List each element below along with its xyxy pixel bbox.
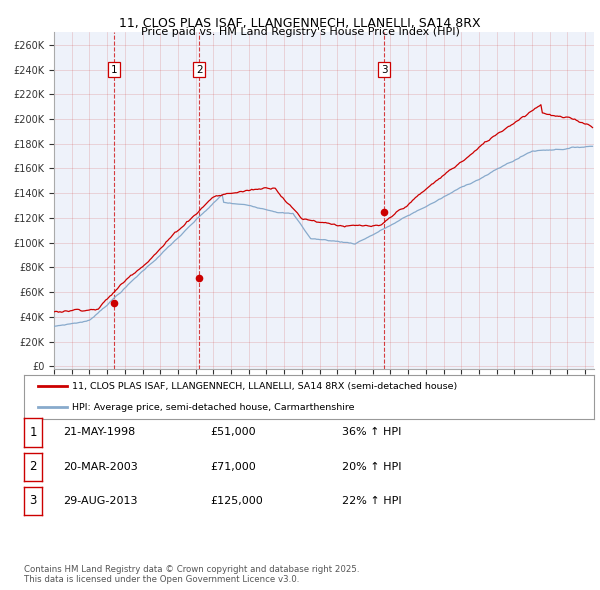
Text: £125,000: £125,000 — [210, 496, 263, 506]
Text: Contains HM Land Registry data © Crown copyright and database right 2025.
This d: Contains HM Land Registry data © Crown c… — [24, 565, 359, 584]
Text: £51,000: £51,000 — [210, 428, 256, 437]
Text: 21-MAY-1998: 21-MAY-1998 — [63, 428, 135, 437]
Text: 2: 2 — [29, 460, 37, 473]
Text: 22% ↑ HPI: 22% ↑ HPI — [342, 496, 401, 506]
Text: 3: 3 — [381, 64, 388, 74]
Text: 1: 1 — [110, 64, 117, 74]
Text: 1: 1 — [29, 426, 37, 439]
Text: 11, CLOS PLAS ISAF, LLANGENNECH, LLANELLI, SA14 8RX: 11, CLOS PLAS ISAF, LLANGENNECH, LLANELL… — [119, 17, 481, 30]
Text: Price paid vs. HM Land Registry's House Price Index (HPI): Price paid vs. HM Land Registry's House … — [140, 27, 460, 37]
Text: 3: 3 — [29, 494, 37, 507]
Text: HPI: Average price, semi-detached house, Carmarthenshire: HPI: Average price, semi-detached house,… — [73, 403, 355, 412]
Text: 20-MAR-2003: 20-MAR-2003 — [63, 462, 138, 471]
Text: 2: 2 — [196, 64, 203, 74]
Text: 20% ↑ HPI: 20% ↑ HPI — [342, 462, 401, 471]
Text: £71,000: £71,000 — [210, 462, 256, 471]
Text: 36% ↑ HPI: 36% ↑ HPI — [342, 428, 401, 437]
Text: 29-AUG-2013: 29-AUG-2013 — [63, 496, 137, 506]
Text: 11, CLOS PLAS ISAF, LLANGENNECH, LLANELLI, SA14 8RX (semi-detached house): 11, CLOS PLAS ISAF, LLANGENNECH, LLANELL… — [73, 382, 458, 391]
